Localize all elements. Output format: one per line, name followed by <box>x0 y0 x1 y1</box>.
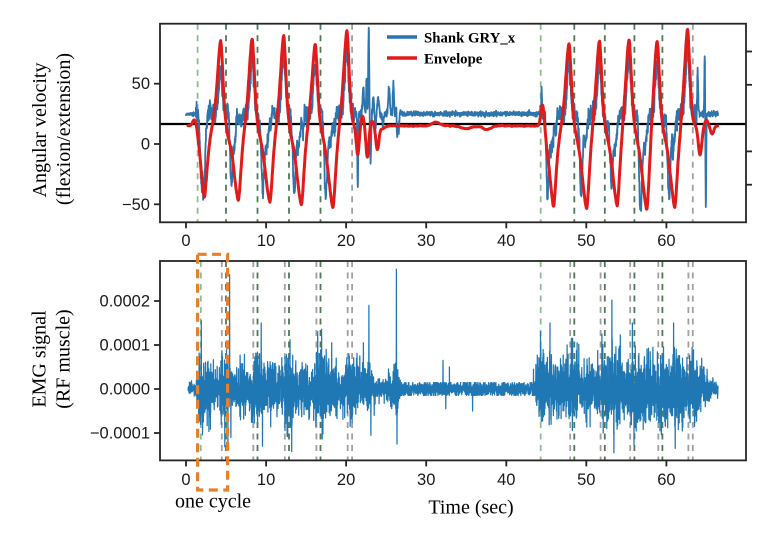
svg-text:(RF muscle): (RF muscle) <box>53 309 75 408</box>
svg-text:0.0001: 0.0001 <box>100 337 150 355</box>
svg-text:0.0000: 0.0000 <box>100 381 150 399</box>
svg-text:30: 30 <box>417 471 435 489</box>
svg-text:20: 20 <box>337 471 355 489</box>
svg-text:0: 0 <box>141 136 150 154</box>
svg-text:60: 60 <box>657 232 675 250</box>
svg-text:50: 50 <box>132 75 150 93</box>
svg-text:40: 40 <box>497 232 515 250</box>
svg-text:40: 40 <box>497 471 515 489</box>
svg-text:50: 50 <box>577 471 595 489</box>
svg-text:−50: −50 <box>122 196 150 214</box>
svg-text:10: 10 <box>257 232 275 250</box>
svg-text:EMG signal: EMG signal <box>29 310 51 408</box>
svg-text:Angular velocity: Angular velocity <box>29 63 51 198</box>
svg-text:Time (sec): Time (sec) <box>428 497 513 519</box>
svg-text:Shank GRY_x: Shank GRY_x <box>424 31 516 47</box>
svg-text:Envelope: Envelope <box>424 52 483 68</box>
svg-text:10: 10 <box>257 471 275 489</box>
svg-text:one cycle: one cycle <box>175 491 251 513</box>
svg-text:0: 0 <box>181 471 190 489</box>
svg-text:(flexion/extension): (flexion/extension) <box>53 53 75 205</box>
svg-text:20: 20 <box>337 232 355 250</box>
svg-text:0: 0 <box>181 232 190 250</box>
svg-text:50: 50 <box>577 232 595 250</box>
svg-text:30: 30 <box>417 232 435 250</box>
svg-text:−0.0001: −0.0001 <box>90 425 150 443</box>
svg-text:60: 60 <box>657 471 675 489</box>
svg-text:0.0002: 0.0002 <box>100 293 150 311</box>
